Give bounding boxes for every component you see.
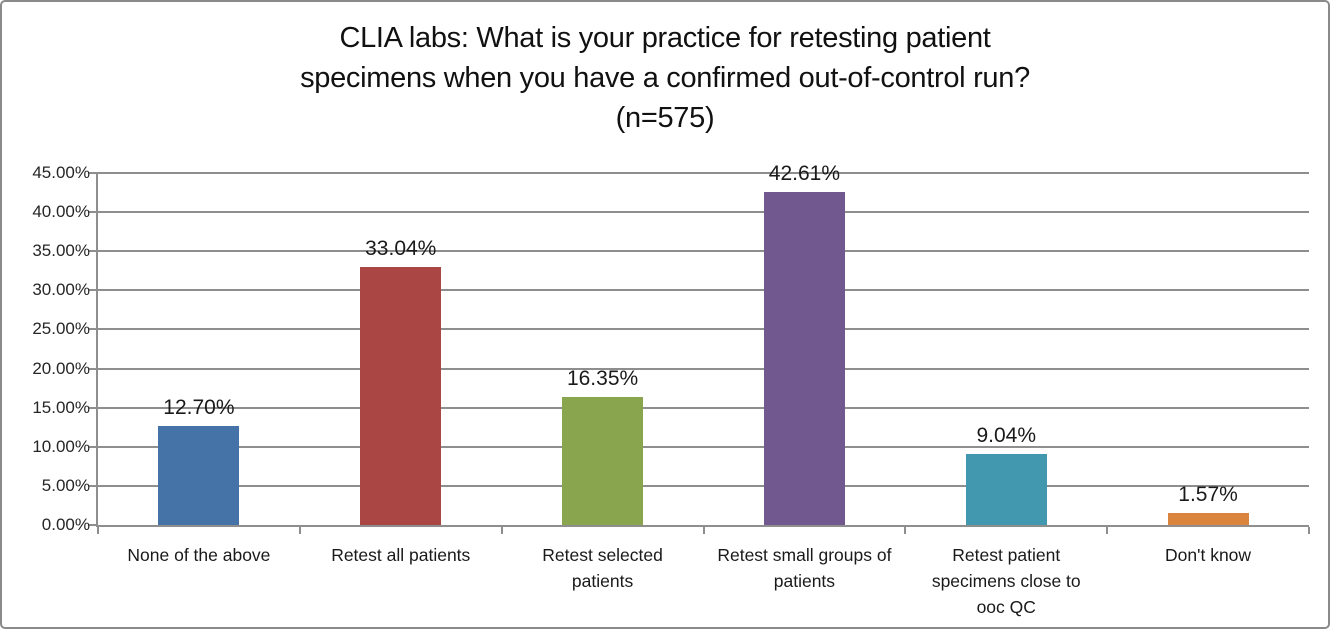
y-tick-label: 20.00% xyxy=(32,358,90,378)
y-tick-label: 40.00% xyxy=(32,202,90,222)
y-tick-mark xyxy=(89,524,98,526)
gridline xyxy=(98,328,1309,331)
x-tick-mark xyxy=(1308,527,1310,534)
category-label: Don't know xyxy=(1165,545,1252,565)
gridline xyxy=(98,211,1309,214)
y-tick-mark xyxy=(89,250,98,253)
chart-title-line: (n=575) xyxy=(615,102,715,134)
gridline xyxy=(98,406,1309,409)
y-tick-mark xyxy=(89,328,98,331)
gridline xyxy=(98,172,1309,174)
y-tick-label: 15.00% xyxy=(32,397,90,417)
x-axis-category-labels: None of the above Retest all patients Rete… xyxy=(98,542,1309,620)
category-label: Retest all patients xyxy=(331,545,471,565)
bar-column: 12.70% xyxy=(98,173,300,525)
y-tick-label: 30.00% xyxy=(32,280,90,300)
category-label: Retest selected patients xyxy=(542,545,663,591)
bar-value-label: 33.04% xyxy=(365,236,437,260)
y-tick-label: 10.00% xyxy=(32,436,90,456)
bar-column: 16.35% xyxy=(502,173,704,525)
x-tick-mark xyxy=(1106,527,1109,534)
bar-value-label: 42.61% xyxy=(768,161,841,185)
y-tick-label: 25.00% xyxy=(32,319,90,339)
category-label: None of the above xyxy=(127,545,271,565)
y-axis-line xyxy=(96,173,98,525)
bar xyxy=(360,266,442,525)
gridline xyxy=(98,250,1309,253)
chart-title-line: CLIA labs: What is your practice for ret… xyxy=(339,22,991,54)
y-tick-label: 45.00% xyxy=(32,163,90,182)
bar xyxy=(763,191,845,525)
bar-column: 42.61% xyxy=(704,162,906,525)
bar-value-label: 16.35% xyxy=(566,367,639,391)
chart-title: CLIA labs: What is your practice for ret… xyxy=(2,18,1328,138)
gridline xyxy=(98,445,1309,448)
y-tick-label: 5.00% xyxy=(41,475,90,495)
x-tick-mark xyxy=(702,527,705,534)
y-tick-mark xyxy=(89,289,98,292)
chart-title-line: specimens when you have a confirmed out-… xyxy=(300,62,1030,94)
gridline xyxy=(98,484,1309,487)
y-tick-mark xyxy=(89,172,98,174)
gridline xyxy=(98,289,1309,292)
x-tick-mark xyxy=(904,527,907,534)
bar xyxy=(158,425,240,525)
y-tick-label: 35.00% xyxy=(32,241,90,261)
bar xyxy=(965,454,1047,525)
bar-column: 9.04% xyxy=(905,173,1107,525)
bar-value-label: 12.70% xyxy=(163,395,235,419)
category-label: Retest small groups of patients xyxy=(717,545,892,591)
x-axis-line xyxy=(96,525,1309,527)
bar xyxy=(1167,512,1249,525)
y-tick-mark xyxy=(89,445,98,448)
bar-value-label: 9.04% xyxy=(976,424,1037,448)
y-tick-mark xyxy=(89,367,98,370)
gridline xyxy=(98,367,1309,370)
y-tick-mark xyxy=(89,211,98,214)
x-tick-mark xyxy=(97,527,99,534)
plot-area: 0.00% 5.00% 10.00% 15.00% 20.00% 25.00% 30.00%… xyxy=(32,162,1310,534)
bar-column: 33.04% xyxy=(300,173,502,525)
y-tick-mark xyxy=(89,406,98,409)
y-tick-label: 0.00% xyxy=(41,515,90,534)
x-tick-mark xyxy=(500,527,503,534)
bar-value-label: 1.57% xyxy=(1178,482,1238,506)
bar xyxy=(562,397,644,525)
y-tick-mark xyxy=(89,484,98,487)
bar-column: 1.57% xyxy=(1107,173,1309,525)
category-label: Retest patient specimens close to ooc QC xyxy=(931,545,1081,617)
x-tick-mark xyxy=(298,527,301,534)
